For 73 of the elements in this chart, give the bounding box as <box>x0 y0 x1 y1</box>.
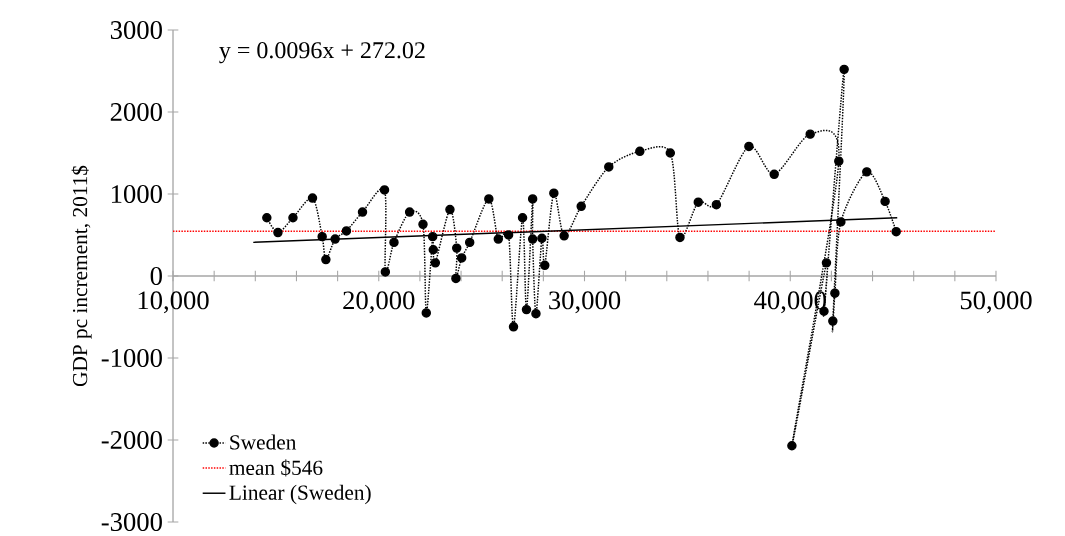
point <box>341 226 352 236</box>
y-tick-label: -3000 <box>101 512 162 531</box>
point <box>531 308 541 319</box>
point <box>508 322 519 332</box>
point <box>273 227 283 238</box>
point <box>456 253 467 263</box>
point <box>380 267 391 277</box>
point <box>828 316 838 326</box>
x-tick-label: 40,000 <box>754 291 826 314</box>
x-tick-label: 50,000 <box>960 291 1032 314</box>
point <box>549 188 559 198</box>
point <box>421 308 432 318</box>
point <box>821 258 832 268</box>
point <box>418 219 428 230</box>
point <box>430 258 441 268</box>
point <box>527 194 538 204</box>
point <box>307 193 318 203</box>
y-tick-label: 2000 <box>110 103 162 121</box>
point <box>787 440 797 451</box>
point <box>404 207 415 217</box>
point <box>665 148 676 158</box>
point <box>834 156 844 166</box>
point <box>262 213 272 223</box>
point <box>503 230 514 240</box>
point <box>744 141 754 152</box>
point <box>805 129 815 139</box>
point <box>464 237 475 248</box>
point <box>836 217 846 227</box>
point <box>357 207 368 217</box>
point <box>445 204 455 215</box>
y-tick-label: -1000 <box>101 349 162 367</box>
point <box>769 169 779 180</box>
point <box>330 234 340 244</box>
y-tick-label: -2000 <box>101 430 162 449</box>
point <box>693 197 704 207</box>
y-axis-title: GDP pc increment, 2011$ <box>71 165 92 387</box>
point <box>862 167 872 177</box>
point <box>389 237 399 248</box>
point <box>427 231 438 242</box>
point <box>527 234 538 244</box>
point <box>484 194 494 204</box>
point <box>576 201 586 212</box>
point <box>559 231 569 241</box>
point <box>317 231 327 242</box>
point <box>635 146 645 157</box>
x-tick-label: 20,000 <box>343 291 415 314</box>
point <box>321 254 331 265</box>
y-tick-label: 0 <box>150 267 162 285</box>
point <box>891 226 901 237</box>
point <box>711 199 722 210</box>
point <box>493 234 504 244</box>
annotation: y = 0.0096x + 272.02 <box>219 42 425 64</box>
legend-label: Linear (Sweden) <box>229 484 371 505</box>
point <box>675 232 685 243</box>
point <box>379 185 390 195</box>
x-tick-label: 30,000 <box>549 291 621 314</box>
x-tick-label: 10,000 <box>138 291 209 314</box>
legend-label: mean $546 <box>229 459 323 477</box>
point <box>880 196 890 207</box>
point <box>288 213 298 223</box>
point <box>830 288 840 298</box>
point <box>451 243 462 253</box>
legend-label: Sweden <box>230 434 297 450</box>
point <box>451 273 461 284</box>
point <box>521 304 532 315</box>
point <box>604 162 614 172</box>
y-tick-label: 1000 <box>111 185 162 203</box>
point <box>428 245 439 255</box>
point <box>517 213 528 223</box>
point <box>537 233 547 244</box>
y-tick-label: 3000 <box>110 21 162 39</box>
point <box>839 64 849 75</box>
point <box>540 260 550 271</box>
